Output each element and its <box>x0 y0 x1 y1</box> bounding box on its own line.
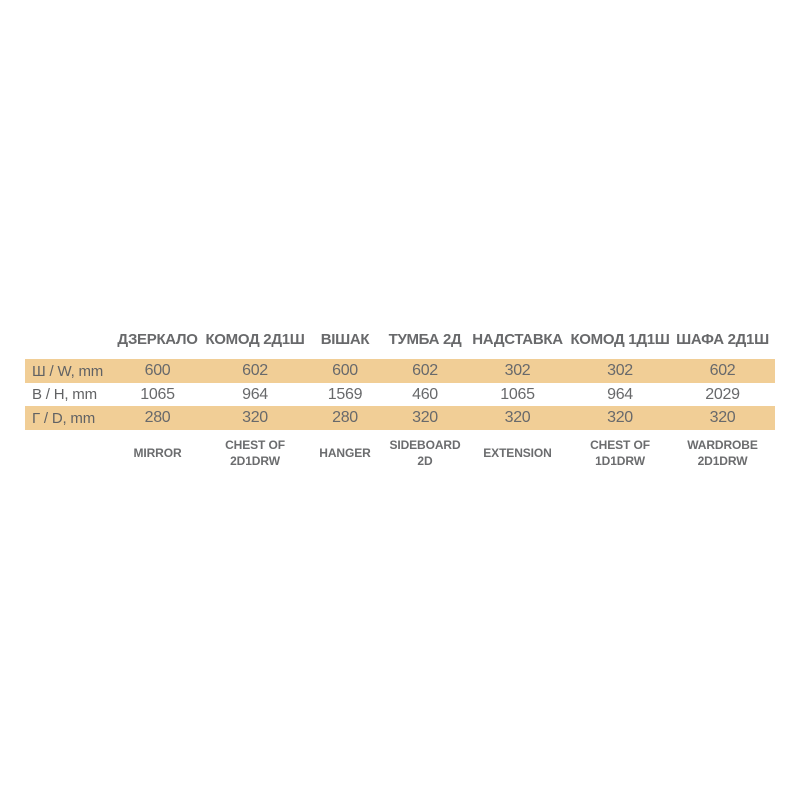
depth-value: 280 <box>144 409 171 426</box>
furniture-dimensions-table: ДЗЕРКАЛО КОМОД 2Д1Ш ВІШАК ТУМБА 2Д НАДСТ… <box>25 326 775 473</box>
width-value: 602 <box>242 362 268 379</box>
height-value: 964 <box>607 385 633 403</box>
row-label-width: Ш / W, mm <box>32 362 104 380</box>
depth-value: 320 <box>709 409 736 426</box>
table-row-height: В / H, mm 1065 964 1569 460 1065 964 202… <box>25 383 775 406</box>
height-value: 460 <box>412 385 438 403</box>
height-value: 1065 <box>500 385 535 403</box>
depth-value: 320 <box>412 409 438 426</box>
column-header-ua: НАДСТАВКА <box>472 330 563 348</box>
width-value: 602 <box>412 362 438 379</box>
height-value: 964 <box>242 385 268 403</box>
height-value: 2029 <box>705 385 740 403</box>
column-header-en: CHEST OF 1D1DRW <box>590 438 650 468</box>
column-header-en: HANGER <box>319 446 371 461</box>
column-header-ua: КОМОД 1Д1Ш <box>570 330 670 348</box>
width-value: 600 <box>332 362 358 379</box>
height-value: 1569 <box>327 385 363 403</box>
column-header-ua: ТУМБА 2Д <box>388 330 462 348</box>
row-label-depth: Г / D, mm <box>32 409 95 427</box>
depth-value: 320 <box>504 409 531 426</box>
depth-value: 320 <box>242 409 268 426</box>
height-value: 1065 <box>140 385 175 403</box>
table-row-width: Ш / W, mm 600 602 600 602 302 302 602 <box>25 359 775 383</box>
table-row-depth: Г / D, mm 280 320 280 320 320 320 320 <box>25 406 775 430</box>
row-label-height: В / H, mm <box>32 386 97 403</box>
width-value: 602 <box>709 362 736 379</box>
table-header-row: ДЗЕРКАЛО КОМОД 2Д1Ш ВІШАК ТУМБА 2Д НАДСТ… <box>25 326 775 352</box>
column-header-en: EXTENSION <box>483 446 552 461</box>
column-header-en: WARDROBE 2D1DRW <box>687 438 758 468</box>
column-header-ua: ШАФА 2Д1Ш <box>676 330 769 348</box>
column-header-en: CHEST OF 2D1DRW <box>225 438 285 468</box>
column-header-ua: ВІШАК <box>320 330 370 348</box>
column-header-ua: ДЗЕРКАЛО <box>117 330 198 348</box>
column-header-en: SIDEBOARD 2D <box>389 438 461 468</box>
width-value: 302 <box>504 362 531 379</box>
column-header-ua: КОМОД 2Д1Ш <box>205 330 305 348</box>
table-footer-row: MIRROR CHEST OF 2D1DRW HANGER SIDEBOARD … <box>25 435 775 473</box>
depth-value: 320 <box>607 409 633 426</box>
width-value: 600 <box>144 362 171 379</box>
depth-value: 280 <box>332 409 358 426</box>
width-value: 302 <box>607 362 633 379</box>
column-header-en: MIRROR <box>133 446 182 461</box>
